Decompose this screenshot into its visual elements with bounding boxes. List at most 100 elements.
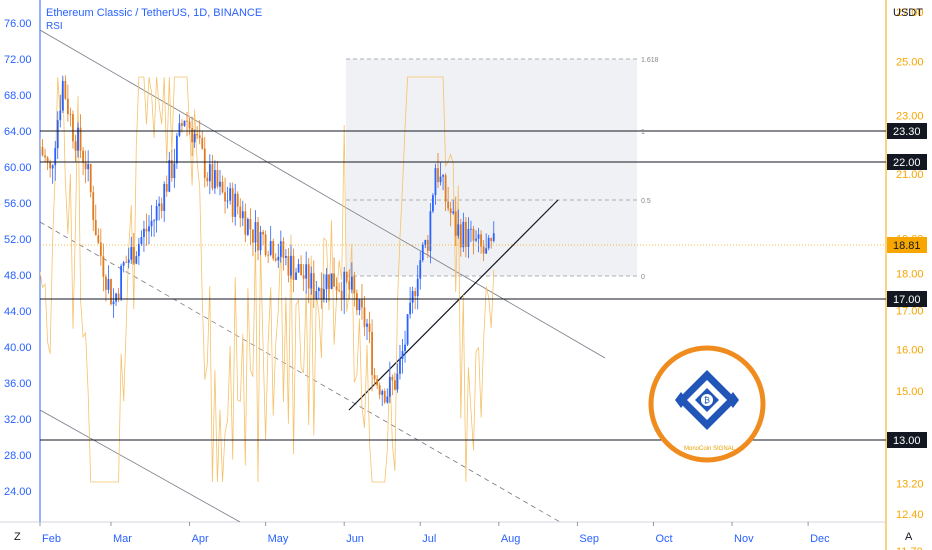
chart-title: Ethereum Classic / TetherUS, 1D, BINANCE [46,7,263,19]
candle [470,220,472,242]
candle [41,139,44,157]
candle [160,197,163,219]
candle [181,119,183,133]
candle [378,382,381,400]
candle [462,212,465,252]
left-axis-tick: 28.00 [4,450,32,462]
left-axis-tick: 40.00 [4,342,32,354]
right-axis-tick: 21.00 [896,169,924,181]
level-box-22-00: 22.00 [887,154,927,170]
left-axis-ticks: 76.00 72.00 68.00 64.00 60.00 56.00 52.00 48.00… [4,18,32,498]
candle [307,258,310,304]
candle [388,361,391,404]
uptrend-line [348,199,559,411]
left-axis-tick: 24.00 [4,486,32,498]
candle [432,193,434,214]
level-label-22-00: 22.00 [893,157,921,169]
candle [153,219,155,237]
candle [482,239,485,262]
candle [249,208,252,246]
candle [340,281,343,312]
candle [310,266,313,295]
candle [411,286,414,314]
candle [216,161,219,189]
candles-layer [40,75,495,406]
level-box-17-00: 17.00 [887,291,927,307]
candle [421,242,424,263]
candle [295,267,297,280]
candle [170,149,173,182]
current-price-label: 18.81 [893,240,921,252]
candle [82,146,84,175]
candle [480,230,482,254]
rsi-line [40,76,495,483]
candle [353,271,356,307]
candle [193,129,196,148]
candle [59,94,62,128]
candle [140,230,143,246]
left-axis-tick: 44.00 [4,306,32,318]
candle [383,388,386,404]
candle [464,217,467,258]
candle [277,243,280,268]
binance-diamond-icon: ₿ [675,370,739,430]
x-axis-tick: May [268,533,289,545]
candle [305,251,308,294]
candle [143,220,145,252]
candle [64,75,67,100]
candle [175,132,178,169]
candle [442,173,444,191]
candle [330,273,333,290]
candle [302,264,305,292]
candle [292,248,295,293]
candle [335,277,338,301]
currency-unit-label[interactable]: USDT [893,7,923,19]
candle [208,154,211,195]
candle [490,237,493,249]
monocoin-logo: ₿ MonoCoin SIGNAL [648,345,766,463]
x-axis-tick: Jul [422,533,436,545]
candle [373,368,376,386]
candle [317,286,320,300]
candle [409,287,412,319]
left-axis-tick: 76.00 [4,18,32,30]
candle [391,374,394,396]
candle [447,186,450,212]
candle [345,271,348,284]
candle [472,225,475,255]
candle [145,213,148,246]
candle [61,75,64,113]
right-axis-tick: 23.00 [896,110,924,122]
candle [221,175,224,194]
candle [264,230,267,257]
candle [312,260,315,308]
candle [368,311,371,344]
left-axis-tick: 36.00 [4,378,32,390]
candle [487,235,490,251]
left-axis-tick: 48.00 [4,270,32,282]
candle [396,363,399,393]
candle [229,182,232,205]
candle [44,148,46,163]
left-axis-tick: 56.00 [4,198,32,210]
candle [439,162,442,186]
candle [54,141,57,181]
x-axis-tick: Oct [655,533,672,545]
candle [333,257,335,287]
candle [426,234,429,258]
right-axis-tick: 16.00 [896,344,924,356]
candle [350,262,353,294]
rsi-indicator-label[interactable]: RSI [46,21,63,32]
right-axis-tick: 12.40 [896,509,924,521]
zoom-toggle-button[interactable]: Z [14,531,21,543]
candle [419,251,422,290]
candle [183,120,186,127]
right-axis-tick: 13.20 [896,478,924,490]
rsi-layer [40,76,495,483]
candle [300,255,303,276]
right-axis-tick: 27.00 [896,7,924,19]
auto-scale-button[interactable]: A [905,531,913,543]
left-axis-tick: 72.00 [4,54,32,66]
candle [401,338,404,374]
